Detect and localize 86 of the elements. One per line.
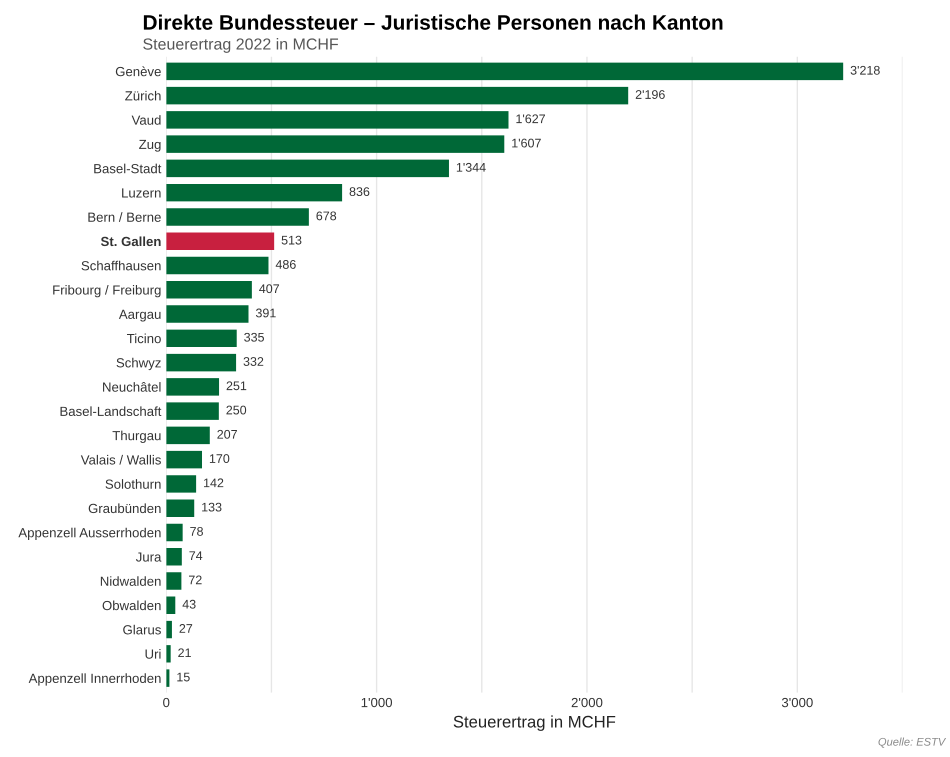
bar	[166, 426, 210, 444]
y-tick-label: Fribourg / Freiburg	[53, 284, 161, 298]
bar	[166, 184, 342, 202]
source-note: Quelle: ESTV	[878, 738, 946, 748]
y-tick-label: Schaffhausen	[82, 260, 161, 270]
y-tick-label: St. Gallen	[100, 236, 161, 246]
y-tick-label: Thurgau	[112, 430, 161, 443]
bar	[166, 475, 196, 493]
y-tick-label: Zug	[139, 140, 161, 152]
data-label: 513	[282, 236, 302, 245]
y-tick-label: Genève	[116, 66, 161, 76]
data-label: 332	[244, 357, 264, 366]
bar	[166, 402, 219, 420]
bar	[166, 256, 268, 274]
bar	[166, 548, 182, 566]
bar	[166, 160, 449, 178]
y-tick-label: Basel-Stadt	[94, 164, 162, 174]
data-label: 21	[178, 648, 191, 658]
bar	[166, 669, 170, 687]
x-tick-label: 1'000	[362, 698, 392, 708]
data-label: 3'218	[850, 66, 880, 75]
y-tick-label: Nidwalden	[100, 576, 161, 586]
data-label: 250	[226, 406, 246, 414]
data-label: 74	[189, 551, 202, 560]
y-tick-label: Glarus	[123, 624, 161, 634]
bar	[166, 111, 508, 129]
y-tick-label: Appenzell Ausserrhoden	[18, 528, 161, 540]
data-label: 335	[244, 332, 264, 342]
bar	[166, 499, 194, 517]
y-tick-label: Zürich	[125, 90, 161, 101]
y-tick-label: Basel-Landschaft	[60, 406, 162, 416]
bar	[166, 330, 237, 348]
bar	[166, 135, 504, 153]
y-tick-label: Uri	[146, 649, 160, 659]
data-label: 486	[276, 260, 296, 269]
data-label: 43	[182, 600, 196, 609]
y-tick-label: Obwalden	[102, 600, 161, 610]
bar	[166, 62, 844, 80]
y-tick-label: Solothurn	[106, 479, 161, 489]
data-label: 836	[350, 187, 370, 196]
x-axis-title: Steuerertrag in MCHF	[454, 715, 616, 731]
data-label: 170	[210, 454, 230, 464]
bar	[166, 208, 309, 226]
bar	[166, 281, 252, 299]
data-label: 1'344	[456, 162, 486, 172]
data-label: 133	[202, 502, 222, 512]
bar	[166, 524, 183, 542]
chart-title: Direkte Bundessteuer – Juristische Personen nach Kanton	[144, 14, 722, 30]
bar	[166, 378, 220, 396]
y-tick-label: Schwyz	[116, 358, 161, 370]
data-label: 1'607	[512, 138, 541, 148]
data-label: 142	[204, 478, 224, 488]
bar	[166, 572, 182, 590]
y-tick-label: Valais / Wallis	[80, 454, 161, 465]
y-tick-label: Neuchâtel	[103, 382, 161, 392]
data-label: 251	[226, 381, 246, 390]
bar	[166, 354, 236, 372]
chart-subtitle: Steuerertrag 2022 in MCHF	[143, 38, 338, 53]
data-label: 1'627	[516, 114, 546, 124]
data-label: 27	[180, 624, 192, 633]
bar	[166, 305, 248, 323]
x-tick-label: 2'000	[572, 698, 602, 708]
y-tick-label: Appenzell Innerrhoden	[28, 673, 161, 686]
bar	[166, 620, 172, 638]
data-label: 407	[259, 284, 280, 294]
data-label: 207	[217, 430, 237, 439]
y-tick-label: Graubünden	[88, 503, 161, 514]
y-tick-label: Ticino	[126, 334, 161, 344]
data-label: 72	[188, 576, 202, 584]
x-tick-label: 0	[163, 698, 170, 708]
data-label: 2'196	[636, 90, 665, 99]
x-tick-label: 3'000	[782, 698, 813, 708]
y-tick-label: Jura	[136, 552, 162, 562]
data-label: 78	[190, 526, 203, 536]
bar	[166, 645, 171, 663]
y-tick-label: Aargau	[118, 310, 161, 322]
data-label: 678	[316, 211, 336, 220]
y-tick-label: Luzern	[122, 188, 161, 198]
y-tick-label: Vaud	[132, 115, 161, 125]
data-label: 391	[256, 308, 276, 318]
y-tick-label: Bern / Berne	[88, 212, 161, 222]
bar	[166, 86, 628, 104]
bar	[166, 232, 274, 250]
data-label: 15	[177, 672, 190, 682]
bar	[166, 450, 202, 468]
bar	[166, 596, 176, 614]
